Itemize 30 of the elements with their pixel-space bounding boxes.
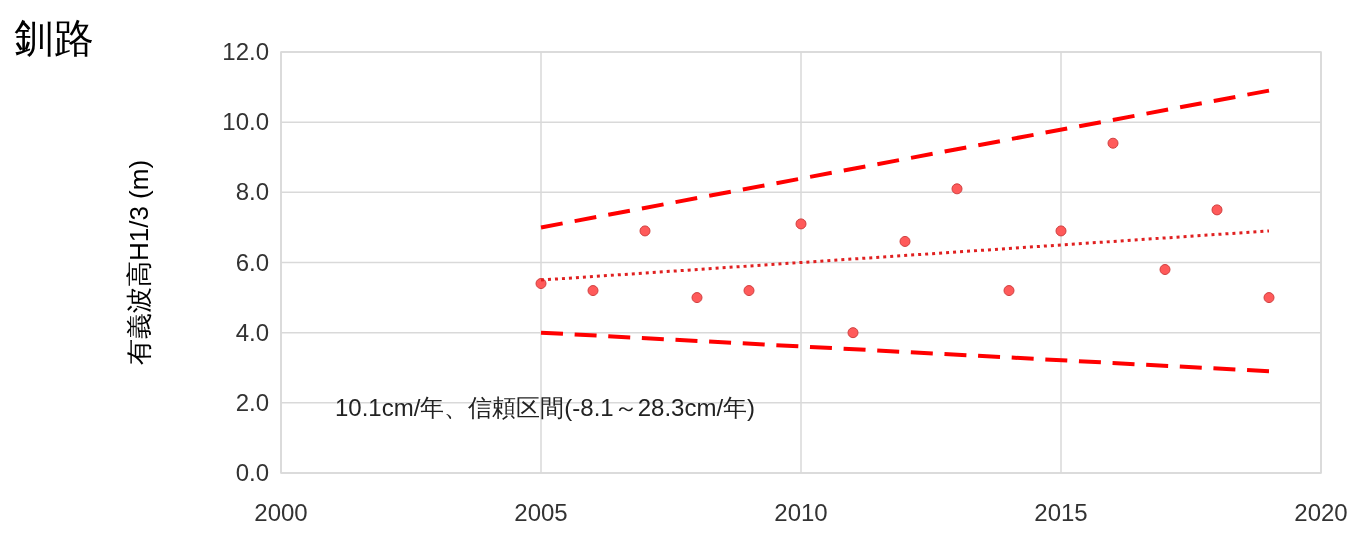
point <box>1107 137 1119 149</box>
point <box>691 292 703 304</box>
point <box>587 285 599 297</box>
point <box>1003 285 1015 297</box>
annotation: 10.1cm/年、信頼区間(-8.1～28.3cm/年) <box>335 394 756 421</box>
point <box>1055 225 1067 237</box>
y-axis-title: 有義波高H1/3 (m) <box>124 159 154 366</box>
x-tick-label: 2010 <box>774 499 828 526</box>
y-tick-label: 4.0 <box>235 318 269 346</box>
point <box>1263 292 1275 304</box>
point <box>1211 204 1223 216</box>
point <box>951 183 963 195</box>
y-tick-label: 12.0 <box>222 38 269 65</box>
chart-title: 釧路 <box>14 16 94 60</box>
point <box>743 285 755 297</box>
y-tick-label: 0.0 <box>235 459 269 486</box>
point <box>1159 264 1171 276</box>
y-tick-label: 6.0 <box>235 248 269 276</box>
x-tick-label: 2015 <box>1034 499 1088 526</box>
y-tick-label: 8.0 <box>235 178 269 206</box>
y-tick-label: 10.0 <box>222 108 269 136</box>
point <box>899 235 911 247</box>
point <box>795 218 807 230</box>
x-tick-label: 2020 <box>1294 499 1348 526</box>
point <box>639 225 651 237</box>
point <box>847 327 859 339</box>
y-tick-label: 2.0 <box>235 388 269 416</box>
point <box>535 278 547 290</box>
x-tick-label: 2005 <box>514 499 568 526</box>
x-tick-label: 2000 <box>254 499 308 526</box>
